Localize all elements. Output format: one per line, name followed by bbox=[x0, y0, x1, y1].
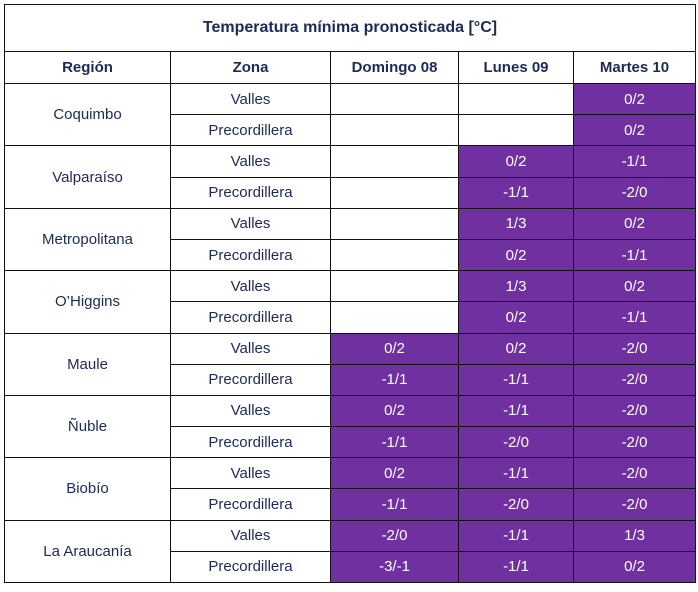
value-cell: -2/0 bbox=[573, 457, 696, 490]
table-row: Ñuble Valles 0/2 -1/1 -2/0 bbox=[4, 394, 696, 459]
value-cell: 0/2 bbox=[573, 114, 696, 147]
value-cell: -2/0 bbox=[573, 332, 696, 365]
table-title: Temperatura mínima pronosticada [°C] bbox=[4, 4, 696, 52]
value-cell bbox=[330, 238, 459, 272]
zona-cell: Valles bbox=[170, 82, 331, 116]
zona-cell: Precordillera bbox=[170, 176, 331, 209]
table-row: Precordillera 0/2 -1/1 bbox=[5, 238, 696, 272]
value-cell: -2/0 bbox=[458, 426, 574, 459]
value-cell bbox=[330, 82, 459, 116]
zona-cell: Precordillera bbox=[170, 114, 331, 147]
value-cell: 0/2 bbox=[330, 332, 459, 365]
forecast-table: Temperatura mínima pronosticada [°C] Reg… bbox=[4, 4, 696, 584]
value-cell: 0/2 bbox=[573, 270, 696, 303]
zona-cell: Valles bbox=[170, 457, 331, 490]
header-zona: Zona bbox=[170, 51, 331, 84]
zona-cell: Valles bbox=[170, 394, 331, 428]
value-cell bbox=[330, 145, 459, 178]
value-cell bbox=[330, 207, 459, 240]
region-cell: Biobío bbox=[4, 457, 171, 521]
value-cell: 0/2 bbox=[458, 238, 574, 272]
region-cell: La Araucanía bbox=[4, 519, 171, 584]
value-cell: 0/2 bbox=[573, 550, 696, 584]
zona-cell: Valles bbox=[170, 207, 331, 240]
value-cell: -2/0 bbox=[573, 488, 696, 521]
value-cell: -2/0 bbox=[573, 426, 696, 459]
table-row: Biobío Valles 0/2 -1/1 -2/0 bbox=[4, 457, 696, 521]
value-cell bbox=[330, 114, 459, 147]
zona-cell: Precordillera bbox=[170, 488, 331, 521]
value-cell bbox=[330, 301, 459, 334]
zona-cell: Valles bbox=[170, 270, 331, 303]
value-cell: -1/1 bbox=[458, 394, 574, 428]
value-cell bbox=[458, 114, 574, 147]
table-row: Metropolitana Valles 1/3 0/2 bbox=[4, 207, 696, 272]
value-cell: 0/2 bbox=[458, 332, 574, 365]
value-cell: -1/1 bbox=[573, 301, 696, 334]
region-cell: O’Higgins bbox=[4, 270, 171, 334]
value-cell: 0/2 bbox=[458, 145, 574, 178]
zona-cell: Valles bbox=[170, 145, 331, 178]
value-cell: 1/3 bbox=[573, 519, 696, 552]
value-cell: 0/2 bbox=[330, 394, 459, 428]
value-cell: -2/0 bbox=[573, 176, 696, 209]
table-row: La Araucanía Valles -2/0 -1/1 1/3 bbox=[4, 519, 696, 584]
value-cell: -2/0 bbox=[573, 363, 696, 396]
region-cell: Coquimbo bbox=[4, 82, 171, 147]
header-region: Región bbox=[4, 51, 171, 84]
region-cell: Metropolitana bbox=[4, 207, 171, 272]
table-row: Precordillera 0/2 -1/1 bbox=[5, 301, 696, 334]
value-cell bbox=[330, 270, 459, 303]
table-row: O’Higgins Valles 1/3 0/2 bbox=[4, 270, 696, 334]
zona-cell: Valles bbox=[170, 519, 331, 552]
table-row: Precordillera -1/1 -2/0 -2/0 bbox=[5, 488, 696, 521]
value-cell: -1/1 bbox=[458, 457, 574, 490]
table-row: Precordillera -1/1 -2/0 -2/0 bbox=[5, 426, 696, 459]
value-cell: 1/3 bbox=[458, 270, 574, 303]
value-cell: -1/1 bbox=[330, 426, 459, 459]
value-cell: -1/1 bbox=[573, 238, 696, 272]
table-row: Valparaíso Valles 0/2 -1/1 bbox=[4, 145, 696, 209]
value-cell: -1/1 bbox=[330, 363, 459, 396]
value-cell bbox=[330, 176, 459, 209]
value-cell: -1/1 bbox=[458, 363, 574, 396]
header-martes: Martes 10 bbox=[573, 51, 696, 84]
value-cell: 0/2 bbox=[573, 207, 696, 240]
table-row: Coquimbo Valles 0/2 bbox=[4, 82, 696, 147]
value-cell: -2/0 bbox=[573, 394, 696, 428]
value-cell: -2/0 bbox=[458, 488, 574, 521]
region-cell: Ñuble bbox=[4, 394, 171, 459]
value-cell: -1/1 bbox=[458, 550, 574, 584]
header-lunes: Lunes 09 bbox=[458, 51, 574, 84]
table-row: Maule Valles 0/2 0/2 -2/0 bbox=[4, 332, 696, 396]
table-row: Precordillera -1/1 -1/1 -2/0 bbox=[5, 363, 696, 396]
table-row: Precordillera -3/-1 -1/1 0/2 bbox=[5, 550, 696, 584]
zona-cell: Precordillera bbox=[170, 426, 331, 459]
zona-cell: Precordillera bbox=[170, 363, 331, 396]
value-cell: -1/1 bbox=[330, 488, 459, 521]
header-domingo: Domingo 08 bbox=[330, 51, 459, 84]
region-cell: Valparaíso bbox=[4, 145, 171, 209]
value-cell: 1/3 bbox=[458, 207, 574, 240]
value-cell: -1/1 bbox=[458, 519, 574, 552]
value-cell: 0/2 bbox=[573, 82, 696, 116]
zona-cell: Precordillera bbox=[170, 550, 331, 584]
zona-cell: Precordillera bbox=[170, 238, 331, 272]
zona-cell: Valles bbox=[170, 332, 331, 365]
region-cell: Maule bbox=[4, 332, 171, 396]
value-cell: 0/2 bbox=[330, 457, 459, 490]
value-cell: -2/0 bbox=[330, 519, 459, 552]
zona-cell: Precordillera bbox=[170, 301, 331, 334]
value-cell: -1/1 bbox=[458, 176, 574, 209]
value-cell bbox=[458, 82, 574, 116]
value-cell: -3/-1 bbox=[330, 550, 459, 584]
value-cell: 0/2 bbox=[458, 301, 574, 334]
value-cell: -1/1 bbox=[573, 145, 696, 178]
